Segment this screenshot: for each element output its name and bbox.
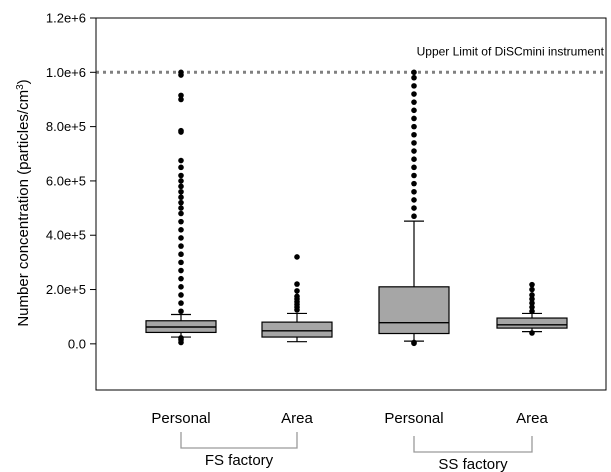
outlier-point	[178, 259, 184, 266]
outlier-point	[178, 127, 184, 134]
x-tick-label: Area	[516, 410, 548, 427]
reference-line-group: Upper Limit of DiSCmini instrument	[96, 44, 606, 74]
outlier-point	[411, 205, 417, 211]
outlier-point	[178, 235, 184, 241]
outlier-point	[529, 296, 535, 302]
x-tick-label: Area	[281, 410, 313, 427]
outlier-point	[178, 69, 184, 76]
outlier-point	[178, 243, 184, 249]
outlier-point	[178, 275, 184, 282]
outlier-point	[411, 172, 417, 179]
y-axis-ticks: 0.0 2.0e+5 4.0e+5 6.0e+5 8.0e+5 1.0e+6 1.2e+6	[46, 11, 96, 351]
y-tick-label: 1.2e+6	[46, 11, 86, 26]
outlier-point	[529, 308, 535, 315]
outlier-point	[178, 172, 184, 179]
boxes	[145, 69, 568, 347]
box-0	[145, 69, 217, 346]
outlier-point	[411, 131, 417, 138]
outlier-point	[178, 188, 184, 195]
y-tick-label: 0.0	[68, 336, 86, 351]
outlier-point	[411, 83, 417, 89]
outlier-point	[411, 115, 417, 122]
axes	[95, 17, 607, 391]
plot-frame	[95, 17, 607, 391]
outlier-point	[178, 251, 184, 258]
y-tick-label: 6.0e+5	[46, 173, 86, 188]
outlier-point	[178, 194, 184, 201]
outlier-point	[529, 300, 535, 306]
outlier-point	[411, 197, 417, 203]
outlier-point	[178, 292, 184, 298]
group-label: FS factory	[205, 452, 274, 469]
outlier-point	[178, 199, 184, 206]
outlier-point	[411, 156, 417, 162]
outlier-point	[411, 99, 417, 105]
y-tick-label: 2.0e+5	[46, 282, 86, 297]
outlier-point	[178, 178, 184, 184]
box-iqr	[378, 286, 450, 335]
outlier-point	[294, 288, 300, 294]
outlier-point	[178, 157, 184, 164]
outlier-point	[411, 69, 417, 76]
outlier-point	[411, 74, 417, 81]
outlier-point	[529, 304, 535, 310]
outlier-point	[411, 91, 417, 97]
outlier-point	[411, 140, 417, 146]
y-tick-label: 1.0e+6	[46, 65, 86, 80]
outlier-point	[178, 92, 184, 99]
outlier-point	[178, 284, 184, 290]
outlier-point	[411, 123, 417, 130]
y-axis-label: Number concentration (particles/cm3)	[15, 79, 33, 326]
outlier-point	[411, 213, 417, 220]
outlier-point	[529, 330, 535, 336]
x-tick-label: Personal	[151, 410, 210, 427]
outlier-point	[178, 96, 184, 103]
outlier-point	[529, 281, 535, 288]
box-1	[261, 254, 333, 343]
outlier-point	[178, 164, 184, 171]
outlier-point	[294, 254, 300, 260]
x-axis-labels: Personal Area Personal Area	[151, 410, 548, 427]
group-bracket	[413, 436, 533, 453]
outlier-point	[178, 205, 184, 211]
outlier-point	[178, 218, 184, 225]
outlier-point	[411, 164, 417, 171]
outlier-point	[178, 335, 184, 341]
outlier-point	[411, 107, 417, 114]
outlier-point	[294, 293, 300, 300]
outlier-point	[411, 339, 417, 346]
outlier-point	[529, 292, 535, 298]
x-tick-label: Personal	[384, 410, 443, 427]
y-tick-label: 8.0e+5	[46, 119, 86, 134]
outlier-point	[178, 267, 184, 274]
y-tick-label: 4.0e+5	[46, 228, 86, 243]
box-2	[378, 69, 450, 347]
outlier-point	[178, 210, 184, 217]
outlier-point	[411, 188, 417, 195]
outlier-point	[178, 300, 184, 306]
outlier-point	[411, 180, 417, 187]
upper-limit-label: Upper Limit of DiSCmini instrument	[417, 44, 605, 58]
outlier-point	[294, 281, 300, 287]
box-iqr	[496, 317, 568, 329]
outlier-point	[411, 148, 417, 154]
outlier-point	[178, 226, 184, 233]
group-bracket	[180, 432, 298, 449]
group-label: SS factory	[438, 456, 508, 472]
box-3	[496, 281, 568, 336]
box-iqr	[261, 321, 333, 338]
outlier-point	[178, 308, 184, 315]
outlier-point	[178, 183, 184, 190]
outlier-point	[529, 286, 535, 293]
group-brackets: FS factory SS factory	[180, 432, 533, 472]
